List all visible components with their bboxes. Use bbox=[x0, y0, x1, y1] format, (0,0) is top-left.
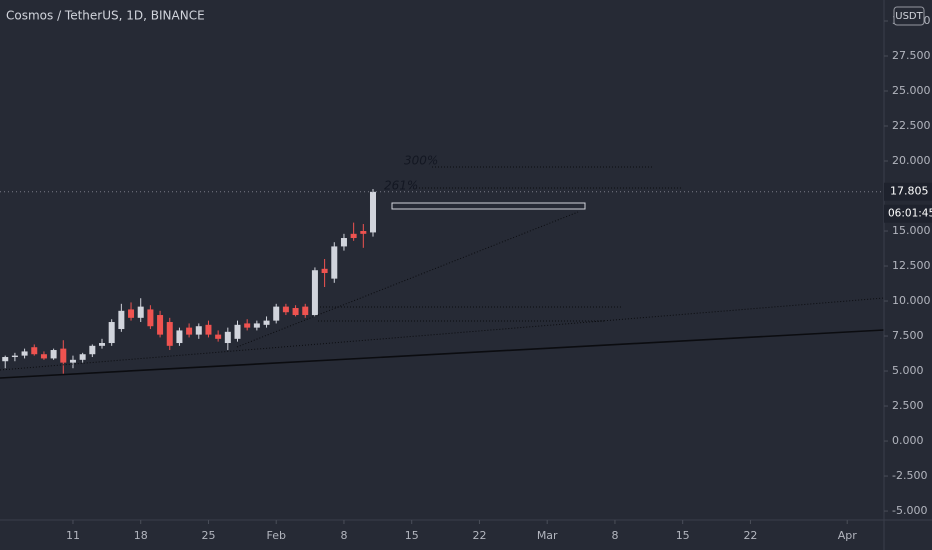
currency-label[interactable]: USDT bbox=[895, 11, 923, 22]
candle-body bbox=[215, 334, 222, 339]
y-tick-label: 25.000 bbox=[892, 84, 931, 97]
candle-body bbox=[60, 348, 67, 363]
y-tick-label: 27.500 bbox=[892, 49, 931, 62]
y-tick-label: 7.500 bbox=[892, 329, 924, 342]
x-tick-label: 15 bbox=[405, 529, 419, 542]
candle-body bbox=[350, 233, 357, 239]
currency-badge[interactable] bbox=[893, 6, 925, 26]
candle-body bbox=[176, 330, 183, 344]
y-tick-label: 20.000 bbox=[892, 154, 931, 167]
candle-body bbox=[137, 306, 144, 318]
x-tick-label: 8 bbox=[340, 529, 347, 542]
candle-body bbox=[321, 268, 328, 274]
candle-body bbox=[331, 246, 338, 279]
candle-body bbox=[11, 355, 18, 358]
candle-body bbox=[157, 315, 164, 335]
candle-body bbox=[186, 327, 193, 335]
annotation: 300% bbox=[404, 154, 438, 168]
y-tick-label: -2.500 bbox=[892, 469, 927, 482]
y-tick-label: 12.500 bbox=[892, 259, 931, 272]
candle-body bbox=[50, 350, 57, 359]
countdown-badge bbox=[884, 204, 932, 223]
candle-body bbox=[234, 324, 241, 339]
x-tick-label: Apr bbox=[838, 529, 858, 542]
candle-body bbox=[273, 306, 280, 321]
y-tick-label: 0.000 bbox=[892, 434, 924, 447]
candle-body bbox=[263, 320, 270, 325]
y-tick-label: 2.500 bbox=[892, 399, 924, 412]
x-tick-label: 22 bbox=[472, 529, 486, 542]
candle-body bbox=[89, 345, 96, 355]
candle-body bbox=[128, 309, 135, 318]
x-tick-label: 15 bbox=[676, 529, 690, 542]
y-tick-label: 22.500 bbox=[892, 119, 931, 132]
candle-body bbox=[31, 347, 38, 355]
y-tick-label: 5.000 bbox=[892, 364, 924, 377]
candle-body bbox=[311, 270, 318, 316]
y-tick-label: 10.000 bbox=[892, 294, 931, 307]
countdown-label: 06:01:45 bbox=[888, 208, 932, 220]
trend-line bbox=[0, 297, 885, 371]
rectangle-drawing bbox=[391, 202, 586, 210]
candle-body bbox=[69, 359, 76, 363]
annotation: 261% bbox=[384, 179, 418, 193]
candle-body bbox=[2, 357, 9, 362]
candle-body bbox=[244, 323, 251, 328]
candle-body bbox=[292, 308, 299, 316]
candle-body bbox=[253, 323, 260, 328]
last-price-badge bbox=[884, 182, 932, 201]
candle-body bbox=[166, 322, 173, 346]
y-tick-label: -5.000 bbox=[892, 504, 927, 517]
candle-body bbox=[21, 351, 28, 356]
candle-body bbox=[99, 343, 106, 346]
trend-line bbox=[236, 211, 579, 348]
x-tick-label: 11 bbox=[66, 529, 80, 542]
x-tick-label: 18 bbox=[134, 529, 148, 542]
x-tick-label: 8 bbox=[611, 529, 618, 542]
y-tick-label: 15.000 bbox=[892, 224, 931, 237]
candle-body bbox=[205, 324, 212, 335]
x-tick-label: Mar bbox=[537, 529, 558, 542]
x-tick-label: 22 bbox=[743, 529, 757, 542]
candle-body bbox=[108, 322, 115, 344]
candle-body bbox=[282, 306, 289, 313]
candle-body bbox=[195, 326, 202, 335]
candle-body bbox=[79, 354, 86, 360]
candle-body bbox=[340, 238, 347, 247]
chart-title: Cosmos / TetherUS, 1D, BINANCE bbox=[6, 9, 205, 23]
candle-body bbox=[147, 309, 154, 327]
candle-body bbox=[224, 331, 231, 344]
candle-body bbox=[118, 310, 125, 330]
x-tick-label: 25 bbox=[201, 529, 215, 542]
x-tick-label: Feb bbox=[266, 529, 285, 542]
last-price-label: 17.805 bbox=[890, 185, 929, 198]
trend-line bbox=[0, 329, 885, 379]
candle-body bbox=[302, 306, 309, 316]
candle-body bbox=[360, 231, 367, 234]
candle-body bbox=[369, 191, 376, 233]
plot-area bbox=[0, 189, 884, 374]
candle-body bbox=[40, 354, 47, 359]
